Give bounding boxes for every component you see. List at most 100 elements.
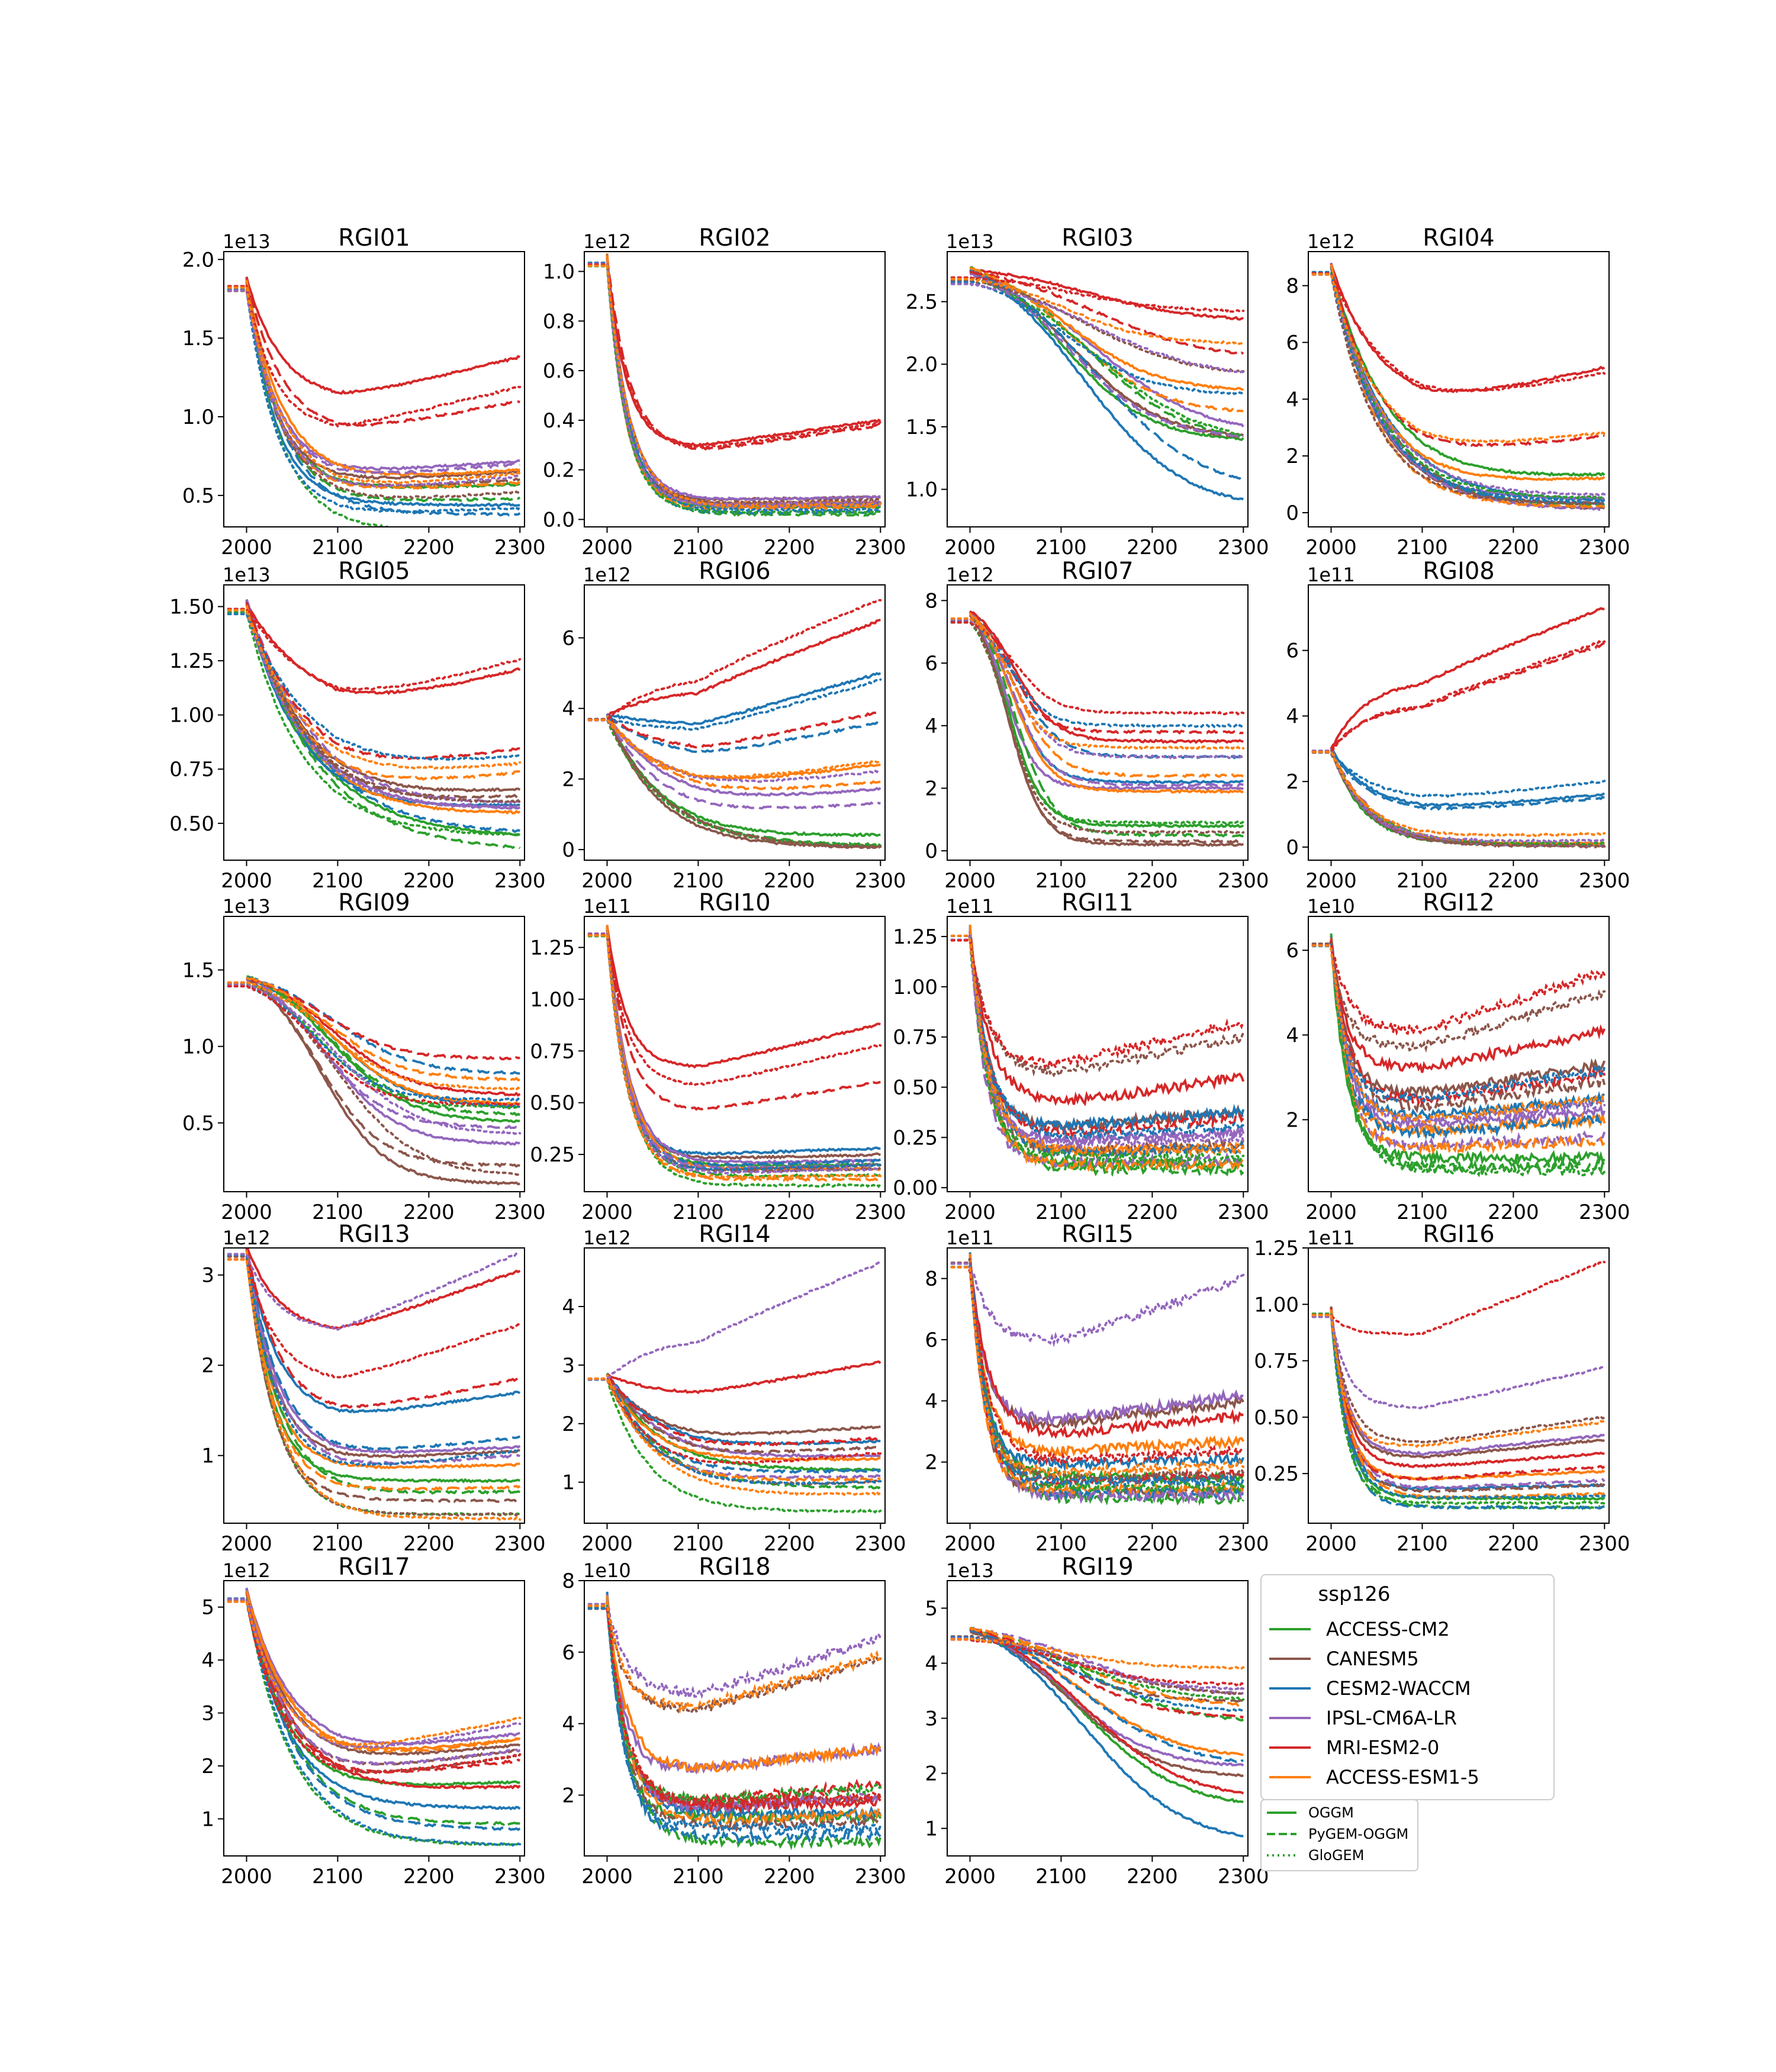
- axes-frame: [584, 916, 886, 1192]
- y-multiplier: 1e11: [1307, 1227, 1355, 1249]
- y-multiplier: 1e12: [946, 564, 994, 586]
- series-line-ipsl-cm6a-lr-glogem: [227, 289, 522, 488]
- series-line-mri-esm2-0-pygem-oggm: [969, 1259, 1245, 1489]
- series-line-ipsl-cm6a-lr-pygem-oggm: [1330, 1311, 1606, 1490]
- x-tick-label: 2300: [855, 1201, 906, 1224]
- series-line-ipsl-cm6a-lr-glogem: [227, 983, 522, 1135]
- y-tick-label: 0.50: [169, 812, 214, 836]
- series-line-mri-esm2-0-pygem-oggm: [246, 977, 520, 1061]
- series-line-mri-esm2-0-oggm: [969, 931, 1245, 1106]
- x-tick-label: 2200: [1127, 1532, 1178, 1556]
- series-line-canesm5-glogem: [1311, 942, 1606, 1053]
- series-line-canesm5-oggm: [1330, 935, 1606, 1099]
- x-tick-label: 2300: [494, 869, 546, 893]
- legend-label-ipsl-cm6a-lr: IPSL-CM6A-LR: [1326, 1707, 1457, 1729]
- panel-title: RGI07: [1061, 558, 1133, 585]
- series-group: [227, 276, 522, 527]
- series-line-access-cm2-glogem: [1311, 270, 1606, 500]
- y-tick-label: 4: [562, 1713, 575, 1736]
- series-line-canesm5-oggm: [606, 257, 881, 502]
- series-line-mri-esm2-0-glogem: [227, 1600, 522, 1775]
- series-line-mri-esm2-0-oggm: [1330, 263, 1606, 394]
- series-line-access-cm2-glogem: [587, 1377, 882, 1514]
- panel-rgi17: 2000 2100 2200 2300 1 2 3 4 5 RGI17 1e12: [201, 1553, 545, 1888]
- series-group: [1311, 933, 1606, 1180]
- series-line-mri-esm2-0-oggm: [607, 619, 881, 717]
- series-line-ipsl-cm6a-lr-oggm: [246, 1248, 521, 1455]
- series-group: [587, 925, 882, 1188]
- series-line-access-esm1-5-glogem: [227, 1600, 522, 1747]
- y-tick-label: 2: [562, 768, 575, 792]
- y-tick-label: 0.0: [543, 508, 575, 532]
- series-line-cesm2-waccm-oggm: [606, 672, 881, 726]
- series-line-ipsl-cm6a-lr-pygem-oggm: [606, 714, 881, 810]
- series-line-canesm5-glogem: [950, 936, 1245, 1078]
- series-line-mri-esm2-0-pygem-oggm: [245, 601, 520, 761]
- x-tick-label: 2200: [764, 1865, 815, 1888]
- axes-frame: [584, 1247, 886, 1524]
- x-tick-label: 2000: [1305, 1201, 1357, 1224]
- series-line-cesm2-waccm-oggm: [969, 269, 1244, 501]
- y-multiplier: 1e12: [1307, 230, 1355, 253]
- y-multiplier: 1e13: [223, 230, 271, 253]
- series-line-ipsl-cm6a-lr-pygem-oggm: [245, 1587, 521, 1767]
- y-tick-label: 1.5: [182, 958, 214, 982]
- y-tick-label: 1: [201, 1807, 214, 1831]
- axes-frame: [223, 251, 525, 527]
- series-line-access-cm2-glogem: [227, 1254, 522, 1517]
- x-tick-label: 2100: [1035, 1201, 1087, 1224]
- series-line-cesm2-waccm-glogem: [227, 612, 522, 761]
- series-line-access-esm1-5-glogem: [1311, 1313, 1606, 1448]
- axes-frame: [947, 251, 1249, 527]
- series-line-mri-esm2-0-oggm: [607, 1360, 881, 1394]
- series-line-ipsl-cm6a-lr-glogem: [1311, 272, 1606, 497]
- series-line-canesm5-pygem-oggm: [969, 614, 1244, 844]
- x-tick-label: 2300: [855, 1865, 906, 1888]
- x-tick-label: 2000: [221, 1201, 272, 1224]
- x-tick-label: 2000: [581, 1532, 633, 1556]
- y-tick-label: 2: [1286, 1108, 1299, 1132]
- x-tick-label: 2300: [494, 1532, 546, 1556]
- series-line-access-cm2-glogem: [227, 1597, 522, 1847]
- series-line-ipsl-cm6a-lr-glogem: [950, 934, 1245, 1151]
- series-line-mri-esm2-0-glogem: [950, 621, 1245, 716]
- x-tick-label: 2300: [1218, 536, 1269, 559]
- y-multiplier: 1e12: [223, 1227, 271, 1249]
- series-line-ipsl-cm6a-lr-oggm: [246, 978, 520, 1146]
- y-tick-label: 6: [925, 652, 938, 675]
- y-tick-label: 8: [1286, 275, 1299, 298]
- x-tick-label: 2100: [673, 536, 724, 559]
- series-line-canesm5-oggm: [245, 599, 521, 793]
- y-tick-label: 0: [925, 839, 938, 863]
- series-line-ipsl-cm6a-lr-glogem: [227, 609, 522, 809]
- series-line-ipsl-cm6a-lr-glogem: [1311, 749, 1606, 844]
- series-line-access-esm1-5-oggm: [245, 280, 520, 477]
- series-line-access-cm2-glogem: [587, 718, 882, 848]
- series-line-access-cm2-pygem-oggm: [246, 1248, 520, 1495]
- series-line-ipsl-cm6a-lr-pygem-oggm: [245, 282, 520, 475]
- series-line-access-cm2-pygem-oggm: [246, 975, 521, 1117]
- x-tick-label: 2100: [1397, 536, 1448, 559]
- x-tick-label: 2100: [673, 869, 724, 893]
- series-line-access-cm2-glogem: [950, 1262, 1245, 1495]
- series-line-cesm2-waccm-pygem-oggm: [245, 1592, 521, 1831]
- x-tick-label: 2200: [1488, 1532, 1539, 1556]
- series-group: [227, 975, 522, 1186]
- series-group: [950, 266, 1245, 501]
- panel-title: RGI12: [1423, 889, 1494, 916]
- series-line-access-esm1-5-glogem: [587, 1377, 882, 1497]
- series-line-cesm2-waccm-oggm: [969, 934, 1245, 1131]
- series-line-canesm5-glogem: [950, 1257, 1245, 1485]
- series-line-canesm5-pygem-oggm: [1330, 937, 1606, 1114]
- series-line-mri-esm2-0-oggm: [1330, 1307, 1605, 1469]
- y-multiplier: 1e12: [583, 564, 631, 586]
- y-tick-label: 1.00: [530, 988, 575, 1012]
- y-tick-label: 4: [562, 1295, 575, 1319]
- series-line-ipsl-cm6a-lr-oggm: [606, 926, 881, 1164]
- series-line-mri-esm2-0-oggm: [970, 1627, 1244, 1795]
- series-line-mri-esm2-0-pygem-oggm: [246, 1248, 521, 1409]
- series-group: [227, 1248, 522, 1521]
- series-line-mri-esm2-0-glogem: [1311, 640, 1606, 753]
- series-line-mri-esm2-0-glogem: [950, 275, 1245, 313]
